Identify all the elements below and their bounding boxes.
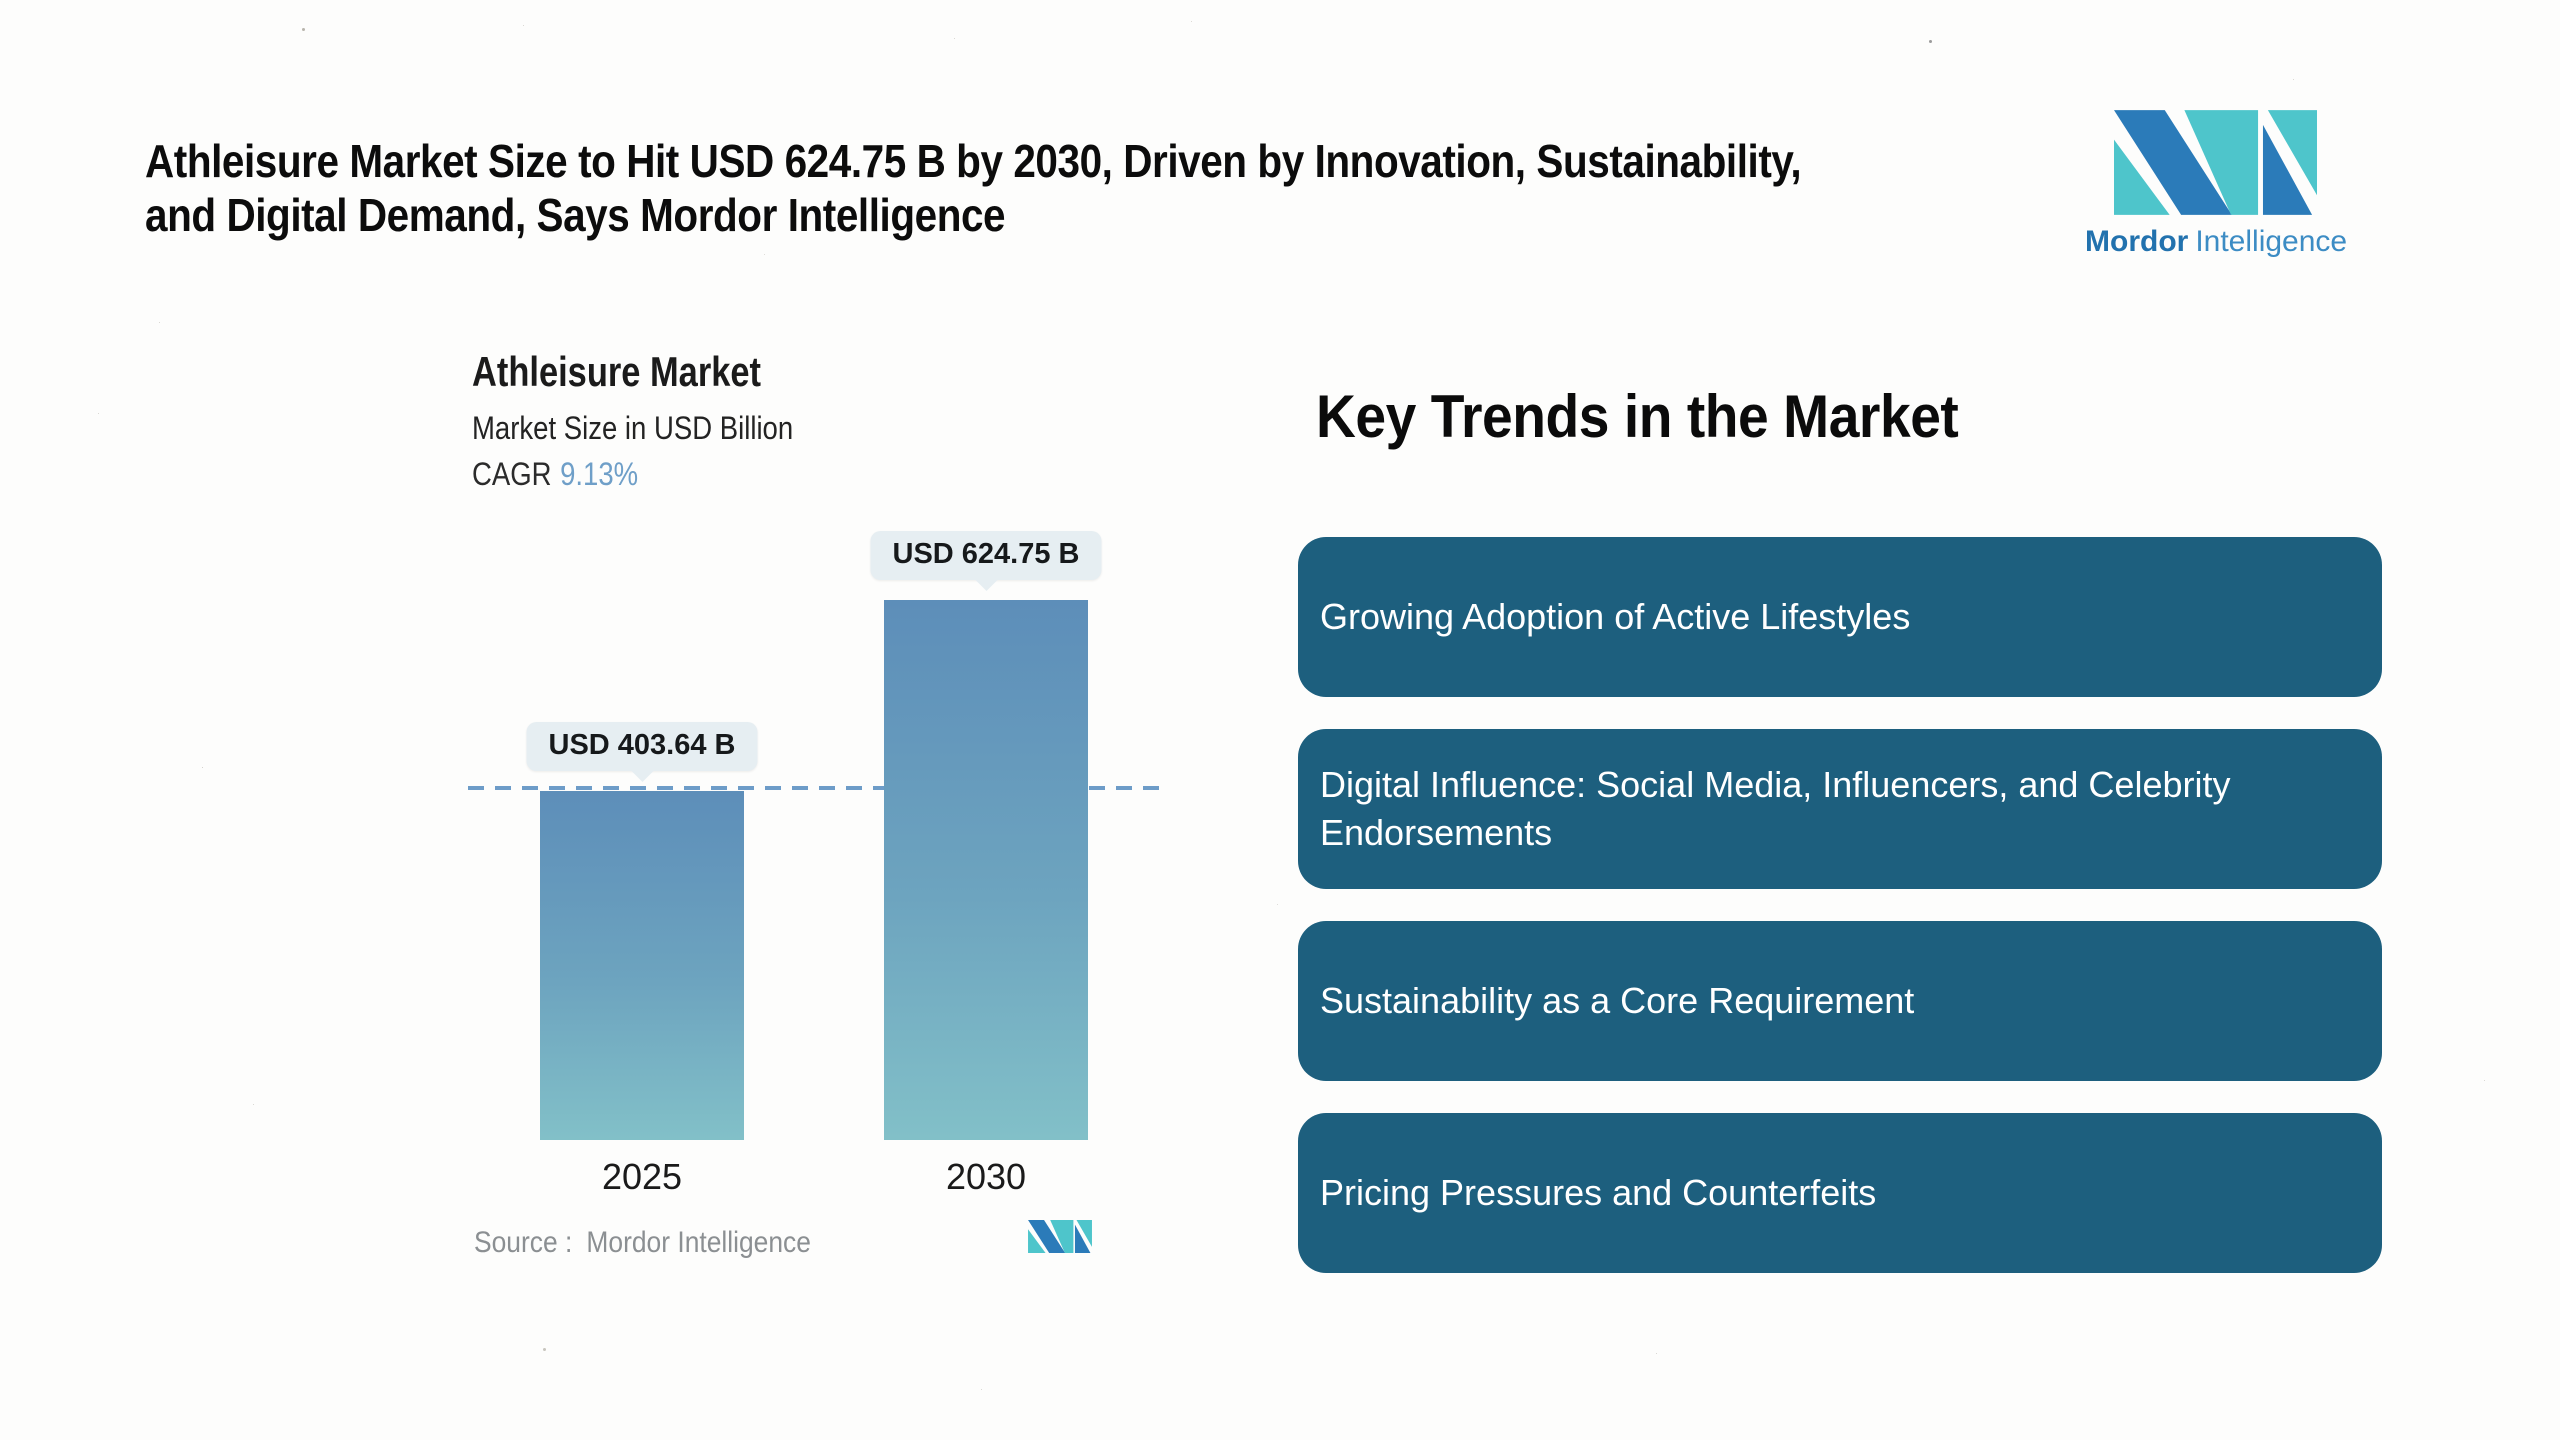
bar-value-label-2025: USD 403.64 B bbox=[526, 722, 758, 771]
reference-dashed-line bbox=[468, 786, 1168, 790]
headline-line-2: and Digital Demand, Says Mordor Intellig… bbox=[145, 189, 1006, 241]
source-line: Source : Mordor Intelligence bbox=[474, 1226, 811, 1260]
bar-group-2030: USD 624.75 B 2030 bbox=[870, 531, 1102, 1197]
trend-box-label: Sustainability as a Core Requirement bbox=[1320, 980, 1915, 1022]
cagr-label: CAGR bbox=[472, 456, 552, 492]
cagr-value: 9.13% bbox=[560, 456, 639, 492]
trend-box-label: Growing Adoption of Active Lifestyles bbox=[1320, 596, 1911, 638]
mordor-intelligence-logo: Mordor Intelligence bbox=[2085, 110, 2348, 259]
trend-box-pricing-pressures: Pricing Pressures and Counterfeits bbox=[1298, 1113, 2382, 1273]
brand-wordmark: Mordor Intelligence bbox=[2085, 225, 2348, 259]
brand-name-regular: Intelligence bbox=[2195, 225, 2348, 258]
bar-2030 bbox=[884, 600, 1088, 1140]
chart-cagr: CAGR 9.13% bbox=[472, 456, 638, 493]
trend-box-label: Digital Influence: Social Media, Influen… bbox=[1320, 764, 2231, 853]
source-label: Source : bbox=[474, 1226, 573, 1259]
x-axis-label-2025: 2025 bbox=[601, 1156, 683, 1197]
key-trends-heading: Key Trends in the Market bbox=[1316, 383, 1959, 450]
headline: Athleisure Market Size to Hit USD 624.75… bbox=[145, 134, 1802, 242]
bar-value-label-2030: USD 624.75 B bbox=[870, 531, 1102, 580]
source-value: Mordor Intelligence bbox=[586, 1226, 811, 1259]
bar-group-2025: USD 403.64 B 2025 bbox=[526, 722, 758, 1197]
bar-2025 bbox=[540, 791, 744, 1140]
paper-speckles bbox=[0, 0, 3, 3]
headline-line-1: Athleisure Market Size to Hit USD 624.75… bbox=[145, 135, 1802, 187]
chart-title: Athleisure Market bbox=[472, 348, 762, 395]
mi-logo-mark-small-icon bbox=[1028, 1220, 1092, 1253]
x-axis-label-2030: 2030 bbox=[945, 1156, 1027, 1197]
chart-subtitle: Market Size in USD Billion bbox=[472, 410, 794, 446]
trend-box-active-lifestyles: Growing Adoption of Active Lifestyles bbox=[1298, 537, 2382, 697]
trend-box-label: Pricing Pressures and Counterfeits bbox=[1320, 1172, 1877, 1214]
mi-logo-mark-icon bbox=[2113, 110, 2317, 215]
brand-name-bold: Mordor bbox=[2085, 225, 2189, 258]
trend-box-digital-influence: Digital Influence: Social Media, Influen… bbox=[1298, 729, 2382, 889]
trend-box-sustainability: Sustainability as a Core Requirement bbox=[1298, 921, 2382, 1081]
